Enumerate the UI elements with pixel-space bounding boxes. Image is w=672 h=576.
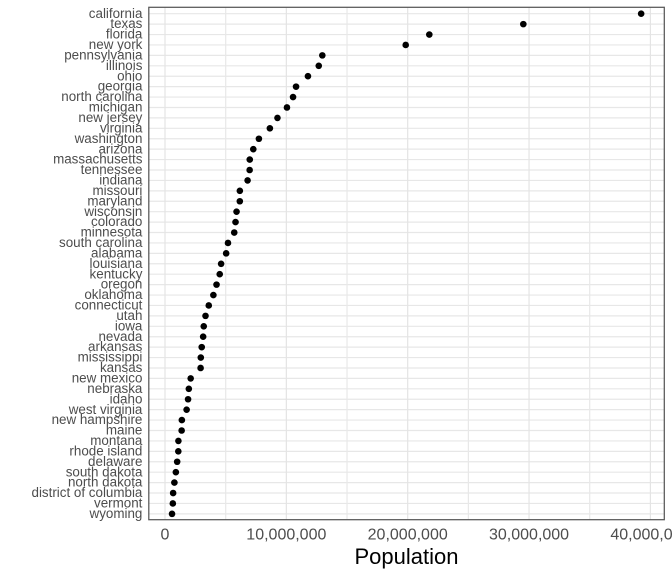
svg-text:indiana: indiana bbox=[99, 173, 143, 188]
svg-text:louisiana: louisiana bbox=[90, 256, 143, 271]
svg-text:alabama: alabama bbox=[91, 245, 143, 260]
svg-text:north carolina: north carolina bbox=[61, 89, 143, 104]
svg-text:maine: maine bbox=[106, 423, 142, 438]
svg-text:0: 0 bbox=[161, 527, 170, 544]
svg-text:virginia: virginia bbox=[100, 120, 143, 135]
svg-text:texas: texas bbox=[110, 16, 142, 31]
svg-text:west virginia: west virginia bbox=[68, 402, 143, 417]
svg-text:wyoming: wyoming bbox=[89, 506, 143, 521]
svg-text:arkansas: arkansas bbox=[88, 339, 143, 354]
svg-text:mississippi: mississippi bbox=[78, 350, 143, 365]
svg-text:montana: montana bbox=[90, 433, 143, 448]
svg-text:district of columbia: district of columbia bbox=[32, 485, 143, 500]
svg-text:10,000,000: 10,000,000 bbox=[246, 527, 326, 544]
svg-text:30,000,000: 30,000,000 bbox=[489, 527, 569, 544]
svg-text:kansas: kansas bbox=[100, 360, 143, 375]
svg-text:south carolina: south carolina bbox=[59, 235, 143, 250]
svg-text:pennsylvania: pennsylvania bbox=[64, 47, 143, 62]
svg-text:idaho: idaho bbox=[110, 391, 143, 406]
svg-text:nevada: nevada bbox=[98, 329, 142, 344]
svg-text:rhode island: rhode island bbox=[69, 443, 142, 458]
svg-text:Population: Population bbox=[355, 544, 459, 569]
svg-text:new mexico: new mexico bbox=[72, 371, 143, 386]
svg-text:missouri: missouri bbox=[93, 183, 143, 198]
svg-text:new hampshire: new hampshire bbox=[52, 412, 143, 427]
svg-text:40,000,000: 40,000,000 bbox=[610, 527, 672, 544]
svg-text:michigan: michigan bbox=[89, 100, 143, 115]
svg-text:nebraska: nebraska bbox=[87, 381, 143, 396]
svg-text:colorado: colorado bbox=[91, 214, 142, 229]
svg-text:delaware: delaware bbox=[88, 454, 142, 469]
svg-text:washington: washington bbox=[74, 131, 143, 146]
svg-text:minnesota: minnesota bbox=[81, 225, 143, 240]
svg-text:florida: florida bbox=[106, 27, 143, 42]
svg-text:vermont: vermont bbox=[94, 496, 143, 511]
svg-text:maryland: maryland bbox=[87, 193, 142, 208]
svg-text:oregon: oregon bbox=[101, 277, 143, 292]
svg-text:new jersey: new jersey bbox=[78, 110, 142, 125]
svg-text:oklahoma: oklahoma bbox=[84, 287, 143, 302]
svg-text:connecticut: connecticut bbox=[75, 298, 143, 313]
svg-text:massachusetts: massachusetts bbox=[53, 152, 143, 167]
svg-text:south dakota: south dakota bbox=[66, 464, 143, 479]
svg-text:california: california bbox=[89, 6, 143, 21]
svg-text:north dakota: north dakota bbox=[68, 475, 143, 490]
svg-text:illinois: illinois bbox=[106, 58, 143, 73]
svg-text:arizona: arizona bbox=[98, 141, 142, 156]
svg-text:utah: utah bbox=[116, 308, 142, 323]
svg-text:iowa: iowa bbox=[115, 318, 143, 333]
svg-text:20,000,000: 20,000,000 bbox=[368, 527, 448, 544]
svg-text:ohio: ohio bbox=[117, 68, 142, 83]
svg-text:tennessee: tennessee bbox=[81, 162, 143, 177]
svg-text:kentucky: kentucky bbox=[90, 266, 143, 281]
svg-text:new york: new york bbox=[89, 37, 143, 52]
svg-text:wisconsin: wisconsin bbox=[83, 204, 142, 219]
svg-text:georgia: georgia bbox=[98, 79, 143, 94]
